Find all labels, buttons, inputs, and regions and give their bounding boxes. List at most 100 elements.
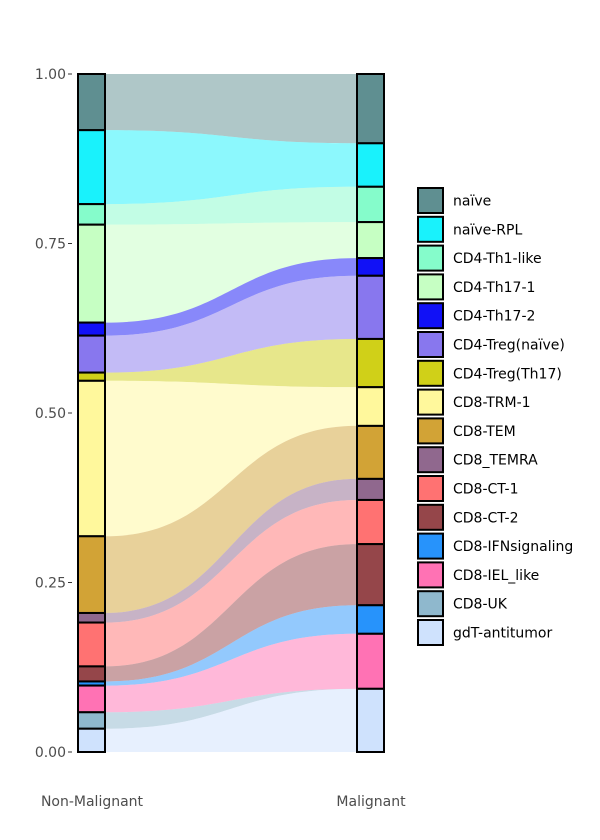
legend-item-cd4-th17-1: CD4-Th17-1 [417, 273, 535, 301]
legend-key [417, 331, 444, 358]
flow-gdt-antitumor [105, 688, 357, 752]
legend-label: CD4-Treg(naïve) [453, 338, 565, 354]
stratum-malignant-gdt-antitumor [356, 687, 385, 753]
stratum-non-malignant-gdt-antitumor [77, 727, 106, 753]
flow-cd8-trm-1 [105, 380, 357, 537]
flow-cd4-treg-na-ve [105, 275, 357, 373]
stratum-non-malignant-cd8-iel-like [77, 684, 106, 714]
stratum-layer [77, 73, 385, 753]
legend-label: CD8-IEL_like [453, 568, 539, 584]
stratum-malignant-cd8-ifnsignaling [356, 604, 385, 635]
stratum-malignant-cd4-th17-1 [356, 221, 385, 260]
legend-item-cd4-treg-th17: CD4-Treg(Th17) [417, 359, 562, 387]
legend-key [417, 388, 444, 416]
stratum-malignant-cd4-th17-2 [356, 257, 385, 277]
stratum-non-malignant-cd4-treg-na-ve [77, 334, 106, 374]
stratum-malignant-cd8-trm-1 [356, 386, 385, 427]
flow-cd8-ct-2 [105, 544, 357, 682]
legend-label: CD4-Th17-1 [453, 280, 535, 296]
y-tick-label: 0.75 [35, 237, 66, 253]
stratum-non-malignant-cd4-th1-like [77, 203, 106, 226]
legend-key [417, 215, 444, 243]
legend-key [417, 590, 444, 618]
legend-key [417, 187, 444, 214]
stratum-malignant-cd8-iel-like [356, 632, 385, 690]
flow-cd8-ct-1 [105, 499, 357, 667]
flow-cd4-th17-1 [105, 222, 357, 323]
legend-label: CD8-TEM [453, 424, 516, 440]
stratum-malignant-cd8-tem [356, 424, 385, 480]
stratum-malignant-cd8-ct-2 [356, 543, 385, 607]
flow-cd4-treg-th17 [105, 338, 357, 388]
legend-label: CD8-UK [453, 597, 508, 613]
stratum-non-malignant-cd8-uk [77, 711, 106, 730]
y-axis: 0.00 0.25 0.50 0.75 1.00 [35, 67, 72, 761]
legend-item-na-ve: naïve [417, 187, 491, 214]
legend-item-cd4-treg-na-ve: CD4-Treg(naïve) [417, 331, 565, 358]
y-tick-label: 1.00 [35, 67, 66, 83]
legend-label: CD4-Treg(Th17) [453, 366, 562, 382]
stratum-non-malignant-na-ve-rpl [77, 129, 106, 206]
legend-item-cd8-ct-1: CD8-CT-1 [417, 475, 519, 502]
legend-label: naïve-RPL [453, 222, 522, 238]
stratum-non-malignant-cd8-trm-1 [77, 379, 106, 538]
legend-label: CD4-Th1-like [453, 251, 542, 267]
stratum-malignant-cd4-treg-na-ve [356, 274, 385, 340]
legend-key [417, 619, 444, 646]
flow-layer [105, 74, 357, 752]
stratum-malignant-cd8-temra [356, 477, 385, 501]
stratum-malignant-cd4-th1-like [356, 185, 385, 224]
legend-key [417, 273, 444, 301]
stratum-non-malignant-na-ve [77, 73, 106, 132]
stratum-non-malignant-cd8-temra [77, 611, 106, 624]
legend-item-cd8-iel-like: CD8-IEL_like [417, 561, 539, 589]
x-label-non-malignant: Non-Malignant [41, 794, 144, 810]
flow-na-ve-rpl [105, 130, 357, 205]
legend-key [417, 532, 444, 560]
legend-key [417, 446, 444, 474]
y-tick-label: 0.25 [35, 576, 66, 592]
legend-item-gdt-antitumor: gdT-antitumor [417, 619, 552, 646]
legend-label: gdT-antitumor [453, 626, 552, 642]
legend-item-cd4-th17-2: CD4-Th17-2 [417, 302, 535, 330]
stratum-non-malignant-cd4-th17-2 [77, 321, 106, 337]
flow-cd4-th1-like [105, 186, 357, 225]
legend-label: CD8-IFNsignaling [453, 539, 573, 555]
legend-item-na-ve-rpl: naïve-RPL [417, 215, 522, 243]
legend-key [417, 244, 444, 272]
legend-label: naïve [453, 194, 491, 210]
x-label-malignant: Malignant [336, 794, 406, 810]
legend-key [417, 359, 444, 387]
x-axis: Non-Malignant Malignant [41, 794, 406, 810]
legend-key [417, 302, 444, 330]
flow-cd8-temra [105, 478, 357, 623]
legend-label: CD4-Th17-2 [453, 309, 535, 325]
stratum-non-malignant-cd4-treg-th17 [77, 371, 106, 382]
legend-label: CD8-CT-2 [453, 510, 519, 526]
flow-cd8-tem [105, 425, 357, 613]
stratum-malignant-cd8-ct-1 [356, 498, 385, 546]
legend-item-cd8-ifnsignaling: CD8-IFNsignaling [417, 532, 573, 560]
flow-na-ve [105, 74, 357, 144]
legend: naïve naïve-RPL CD4-Th1-like CD4-Th17-1 CD4-… [417, 187, 573, 646]
stratum-non-malignant-cd8-ct-1 [77, 621, 106, 668]
flow-cd8-iel-like [105, 633, 357, 713]
legend-item-cd8-trm-1: CD8-TRM-1 [417, 388, 531, 416]
flow-cd8-ifnsignaling [105, 605, 357, 686]
legend-label: CD8-TRM-1 [453, 395, 531, 411]
stratum-malignant-cd4-treg-th17 [356, 337, 385, 389]
stratum-non-malignant-cd8-ct-2 [77, 665, 106, 683]
legend-item-cd4-th1-like: CD4-Th1-like [417, 244, 542, 272]
stratum-malignant-na-ve-rpl [356, 142, 385, 188]
y-tick-label: 0.50 [35, 406, 66, 422]
stratum-malignant-na-ve [356, 73, 385, 145]
stratum-non-malignant-cd4-th17-1 [77, 223, 106, 324]
flow-cd4-th17-2 [105, 258, 357, 336]
legend-item-cd8-tem: CD8-TEM [417, 417, 516, 445]
y-tick-label: 0.00 [35, 745, 66, 761]
legend-label: CD8-CT-1 [453, 482, 519, 498]
legend-key [417, 503, 444, 531]
legend-key [417, 475, 444, 502]
legend-item-cd8-uk: CD8-UK [417, 590, 508, 618]
